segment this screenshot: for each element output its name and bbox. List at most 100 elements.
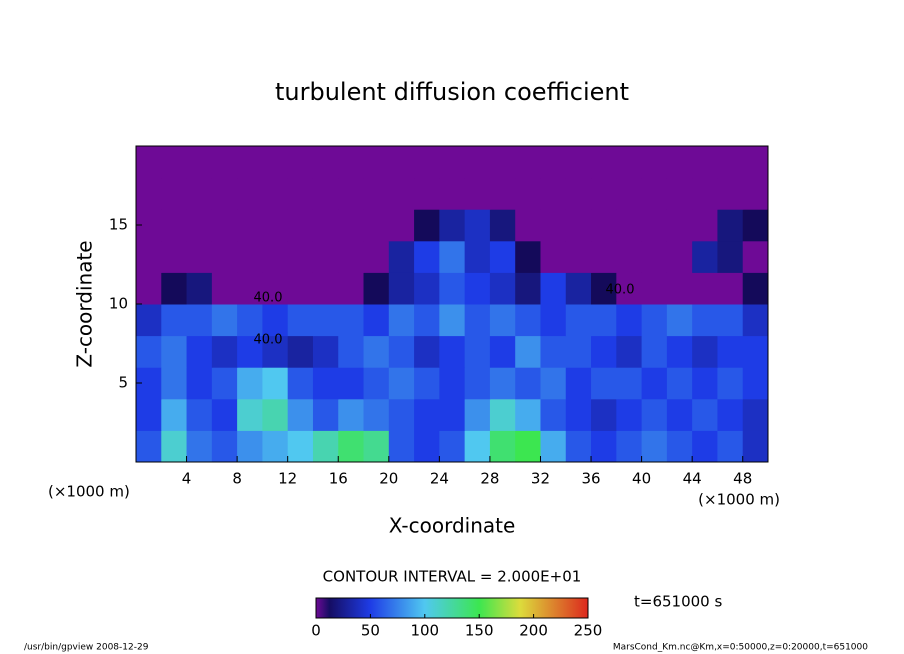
cell <box>742 430 769 463</box>
x-tick-label: 36 <box>581 470 600 488</box>
cell <box>515 146 541 179</box>
x-tick-label: 44 <box>683 470 702 488</box>
cell <box>464 240 491 273</box>
cell <box>742 335 769 368</box>
cell <box>616 146 643 179</box>
cell <box>363 146 390 179</box>
cell <box>540 177 567 210</box>
cell <box>211 272 238 305</box>
cell <box>692 304 718 337</box>
cell <box>338 430 365 463</box>
cell <box>439 367 466 400</box>
cell <box>262 209 289 242</box>
cell <box>338 272 365 305</box>
cell <box>287 335 314 368</box>
cell <box>439 335 466 368</box>
cell <box>388 367 415 400</box>
cell <box>641 335 668 368</box>
cell <box>489 335 516 368</box>
cell <box>237 177 263 210</box>
cell <box>591 398 617 431</box>
cell <box>641 398 668 431</box>
cell <box>464 398 491 431</box>
cell <box>692 177 718 210</box>
cell <box>363 272 390 305</box>
cell <box>338 240 365 273</box>
cell <box>287 430 314 463</box>
cell <box>717 209 744 242</box>
cell <box>363 430 390 463</box>
cell <box>515 430 541 463</box>
cell <box>161 367 188 400</box>
cell <box>262 272 289 305</box>
cell <box>540 335 567 368</box>
cell <box>287 146 314 179</box>
cell <box>540 240 567 273</box>
x-tick-label: 48 <box>733 470 752 488</box>
cell <box>262 177 289 210</box>
cell <box>717 240 744 273</box>
cell <box>237 146 263 179</box>
x-tick-label: 12 <box>278 470 297 488</box>
cell <box>186 209 213 242</box>
cell <box>414 398 440 431</box>
cell <box>211 398 238 431</box>
cell <box>616 272 643 305</box>
cell <box>338 177 365 210</box>
cell <box>565 240 592 273</box>
cell <box>312 240 339 273</box>
colorbar-tick-label: 0 <box>311 622 321 640</box>
cell <box>565 367 592 400</box>
cell <box>287 240 314 273</box>
cell <box>717 367 744 400</box>
cell <box>186 240 213 273</box>
cell <box>591 304 617 337</box>
cell <box>692 209 718 242</box>
cell <box>237 240 263 273</box>
cell <box>540 398 567 431</box>
cell <box>717 177 744 210</box>
x-tick-label: 28 <box>480 470 499 488</box>
cell <box>211 240 238 273</box>
cell <box>666 209 693 242</box>
cell <box>414 146 440 179</box>
colorbar <box>315 597 589 619</box>
cell <box>692 430 718 463</box>
cell <box>489 272 516 305</box>
cell <box>692 335 718 368</box>
cell <box>515 304 541 337</box>
cell <box>540 304 567 337</box>
cell <box>489 146 516 179</box>
cell <box>363 335 390 368</box>
x-tick-label: 32 <box>531 470 550 488</box>
cell <box>136 430 162 463</box>
cell <box>211 304 238 337</box>
cell <box>717 272 744 305</box>
cell <box>464 146 491 179</box>
cell <box>237 430 263 463</box>
cell <box>540 367 567 400</box>
cell <box>565 398 592 431</box>
cell <box>616 209 643 242</box>
cell <box>287 304 314 337</box>
cell <box>211 146 238 179</box>
cell <box>515 367 541 400</box>
cell <box>414 209 440 242</box>
cell <box>287 272 314 305</box>
cell <box>312 335 339 368</box>
cell <box>489 398 516 431</box>
cell <box>540 146 567 179</box>
cell <box>666 240 693 273</box>
cell <box>338 304 365 337</box>
cell <box>388 209 415 242</box>
cell <box>136 304 162 337</box>
cell <box>388 335 415 368</box>
x-tick-label: 20 <box>379 470 398 488</box>
cell <box>742 240 769 273</box>
cell <box>565 177 592 210</box>
cell <box>363 367 390 400</box>
cell <box>464 367 491 400</box>
y-unit: (×1000 m) <box>48 483 130 501</box>
cell <box>717 398 744 431</box>
